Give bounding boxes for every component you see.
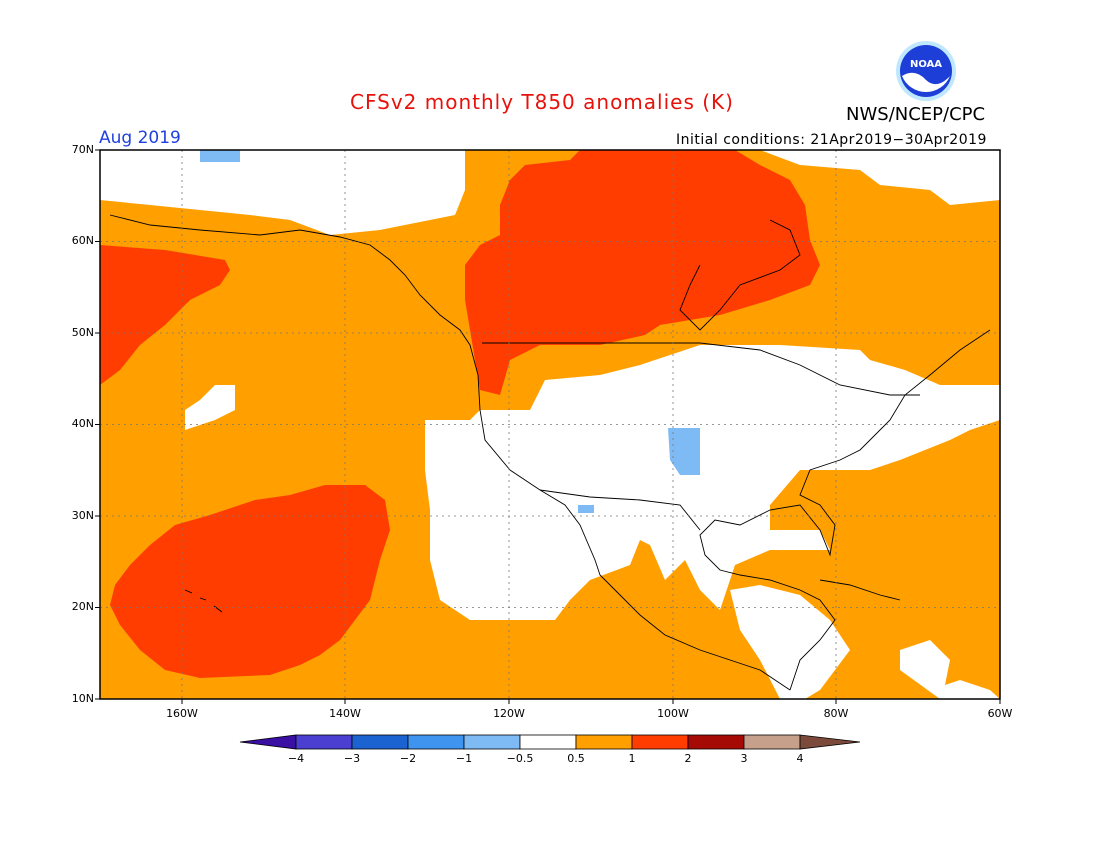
colorbar-label: −1 <box>455 752 473 765</box>
lat-label: 40N <box>71 417 94 430</box>
lon-label: 80W <box>823 707 849 720</box>
colorbar-segment-10 <box>799 734 861 750</box>
cool-arctic-spot <box>200 150 240 162</box>
colorbar-label: 2 <box>684 752 692 765</box>
neutral-conus-region <box>425 345 1000 620</box>
lat-label: 70N <box>71 143 94 156</box>
lat-label: 50N <box>71 326 94 339</box>
border-us-mexico <box>539 489 701 531</box>
tick-marks <box>95 149 1001 704</box>
strong-warm-alaska-coast <box>100 245 230 385</box>
colorbar-segment-6 <box>575 734 633 750</box>
neutral-central-america-region <box>730 585 850 699</box>
colorbar-label: −3 <box>343 752 361 765</box>
colorbar-segment-9 <box>743 734 801 750</box>
neutral-northeast-region <box>760 150 1000 205</box>
strong-warm-canada <box>465 150 820 395</box>
initial-conditions: Initial conditions: 21Apr2019−30Apr2019 <box>676 132 987 148</box>
noaa-logo: NOAA <box>896 41 956 101</box>
colorbar-label: −2 <box>399 752 417 765</box>
neutral-arctic-region <box>100 150 465 235</box>
coastline-hudson-bay <box>679 219 801 331</box>
lon-label: 140W <box>329 707 361 720</box>
colorbar-label: −4 <box>287 752 305 765</box>
colorbar-segment-8 <box>687 734 745 750</box>
coastline-na-west <box>109 214 791 691</box>
colorbar-segment-0 <box>239 734 297 750</box>
border-us-canada <box>482 342 920 396</box>
lat-label: 20N <box>71 600 94 613</box>
lon-label: 120W <box>493 707 525 720</box>
cool-kansas-region <box>668 428 700 475</box>
agency-label: NWS/NCEP/CPC <box>846 104 986 125</box>
hawaii-islands <box>184 589 223 613</box>
colorbar-segment-4 <box>463 734 521 750</box>
colorbar-segment-5 <box>519 734 577 750</box>
colorbar-label: 0.5 <box>567 752 585 765</box>
colorbar-segment-2 <box>351 734 409 750</box>
colorbar <box>239 734 861 750</box>
lat-label: 60N <box>71 234 94 247</box>
lat-label: 30N <box>71 509 94 522</box>
cuba <box>819 579 901 601</box>
colorbar-label: 4 <box>796 752 804 765</box>
colorbar-segment-3 <box>407 734 465 750</box>
strong-warm-hawaii-region <box>110 485 390 678</box>
coastline-na-east <box>699 329 991 691</box>
forecast-month: Aug 2019 <box>99 128 181 148</box>
colorbar-segment-7 <box>631 734 689 750</box>
lon-label: 160W <box>166 707 198 720</box>
grid-lines <box>100 150 1000 699</box>
colorbar-label: −0.5 <box>506 752 534 765</box>
lon-label: 60W <box>987 707 1013 720</box>
lat-label: 10N <box>71 692 94 705</box>
noaa-logo-text: NOAA <box>910 59 942 70</box>
coastlines <box>109 214 991 691</box>
lon-label: 100W <box>657 707 689 720</box>
chart-title: CFSv2 monthly T850 anomalies (K) <box>350 90 734 114</box>
colorbar-segment-1 <box>295 734 353 750</box>
colorbar-label: 1 <box>628 752 636 765</box>
neutral-pacific-spot <box>185 385 235 430</box>
cool-mexico-spot <box>578 505 594 513</box>
colorbar-label: 3 <box>740 752 748 765</box>
neutral-caribbean-region <box>900 640 1000 699</box>
